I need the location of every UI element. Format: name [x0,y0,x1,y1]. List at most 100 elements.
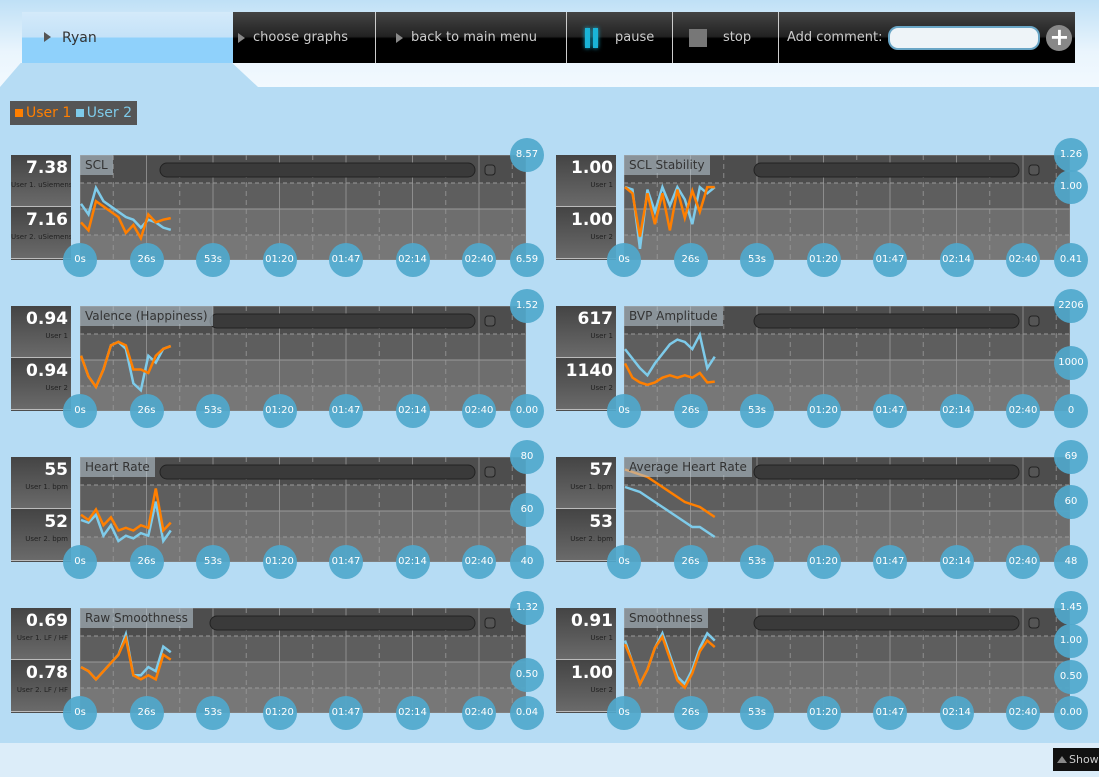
user2-reading: 0.94 User 2 [11,358,71,410]
time-tick: 26s [673,696,708,730]
user1-value: 617 [577,309,614,329]
time-tick: 53s [740,696,774,730]
y-tick: 8.57 [510,138,544,172]
scroll-track[interactable] [753,615,1020,631]
y-tick: 6.59 [510,243,544,277]
user2-swatch [75,109,84,117]
scroll-thumb[interactable] [484,164,496,176]
time-tick: 01:47 [873,394,907,428]
user1-unit: User 1 [590,634,613,642]
time-tick: 0s [607,696,641,730]
y-tick: 1.52 [510,289,544,323]
time-tick: 01:20 [806,394,841,428]
user2-value: 1140 [565,361,613,381]
time-tick: 02:40 [462,696,496,730]
time-tick: 01:47 [329,696,363,730]
play-arrow-icon [44,32,51,42]
y-tick: 1000 [1054,346,1088,381]
user2-value: 52 [44,512,68,532]
user2-value: 53 [589,512,613,532]
play-arrow-icon [396,32,403,43]
y-tick: 60 [1054,485,1088,519]
user1-series-line [624,634,716,690]
user2-value: 7.16 [26,210,68,230]
user2-value: 0.94 [26,361,68,381]
scroll-thumb[interactable] [1028,466,1040,478]
user2-unit: User 2. LF / HF [16,686,68,694]
time-tick: 02:40 [1006,243,1040,277]
time-tick: 01:20 [806,696,841,730]
y-tick: 0.04 [510,696,544,730]
user-tab[interactable]: Ryan [22,12,233,63]
user2-value: 1.00 [571,210,613,230]
scroll-track[interactable] [209,313,476,329]
scroll-track[interactable] [209,615,476,631]
time-tick: 26s [673,394,708,428]
user2-reading: 1.00 User 2 [556,207,616,259]
value-box: 57 User 1. bpm 53 User 2. bpm [556,457,616,562]
time-tick: 26s [129,243,164,277]
time-tick: 01:20 [262,394,297,428]
time-tick: 53s [196,696,230,730]
time-tick: 01:20 [806,243,841,277]
user1-value: 0.91 [571,611,613,631]
comment-input[interactable] [888,25,1041,50]
choose-graphs-button[interactable]: choose graphs [233,12,376,63]
scroll-thumb[interactable] [484,315,496,327]
time-tick: 02:40 [462,243,496,277]
stop-button[interactable]: stop [673,12,779,63]
user1-unit: User 1. uSiemens [11,181,71,189]
time-tick: 53s [740,545,774,579]
scroll-track[interactable] [753,464,1020,480]
show-label: Show [1069,753,1099,766]
scroll-track[interactable] [753,162,1020,178]
scroll-track[interactable] [159,162,476,178]
user1-reading: 617 User 1 [556,306,616,358]
scroll-track[interactable] [159,464,476,480]
user1-series-line [80,488,172,534]
time-tick: 02:14 [939,696,974,730]
scroll-thumb[interactable] [484,466,496,478]
y-tick: 1.26 [1054,138,1088,172]
scroll-track[interactable] [753,313,1020,329]
user2-reading: 0.78 User 2. LF / HF [11,660,71,712]
time-tick: 02:14 [395,545,430,579]
back-label: back to main menu [411,30,537,45]
chart-heart-rate: Heart Rate [80,457,526,562]
time-tick: 01:47 [873,696,907,730]
value-box: 0.69 User 1. LF / HF 0.78 User 2. LF / HF [11,608,71,713]
chart-raw-smoothness: Raw Smoothness [80,608,526,713]
user2-unit: User 2 [590,384,613,392]
pause-button[interactable]: pause [567,12,673,63]
stop-icon [689,28,707,47]
user2-series-line [624,331,716,378]
time-tick: 02:40 [1006,696,1040,730]
scroll-thumb[interactable] [1028,617,1040,629]
legend-user1: User 1 [26,105,72,121]
user1-value: 0.94 [26,309,68,329]
scroll-thumb[interactable] [484,617,496,629]
user1-series-line [80,340,172,390]
user2-series-line [80,501,172,545]
time-tick: 01:47 [329,545,363,579]
scroll-thumb[interactable] [1028,315,1040,327]
user2-series-line [624,183,716,250]
user1-value: 0.69 [26,611,68,631]
back-to-main-menu-button[interactable]: back to main menu [376,12,567,63]
user1-unit: User 1. bpm [25,483,68,491]
scroll-thumb[interactable] [1028,164,1040,176]
footer-bar [0,743,1099,777]
y-tick: 0.00 [510,394,544,428]
y-tick: 0.50 [510,658,544,693]
legend: User 1 User 2 [10,101,137,125]
user1-reading: 7.38 User 1. uSiemens [11,155,71,207]
time-tick: 53s [740,243,774,277]
pause-label: pause [615,30,655,45]
add-comment-plus-icon[interactable]: + [1046,24,1073,51]
time-tick: 01:20 [262,696,297,730]
user1-series-line [80,199,172,242]
show-button[interactable]: Show [1053,748,1099,771]
chart-title: Heart Rate [80,457,155,477]
user2-unit: User 2 [590,686,613,694]
user1-reading: 57 User 1. bpm [556,457,616,509]
